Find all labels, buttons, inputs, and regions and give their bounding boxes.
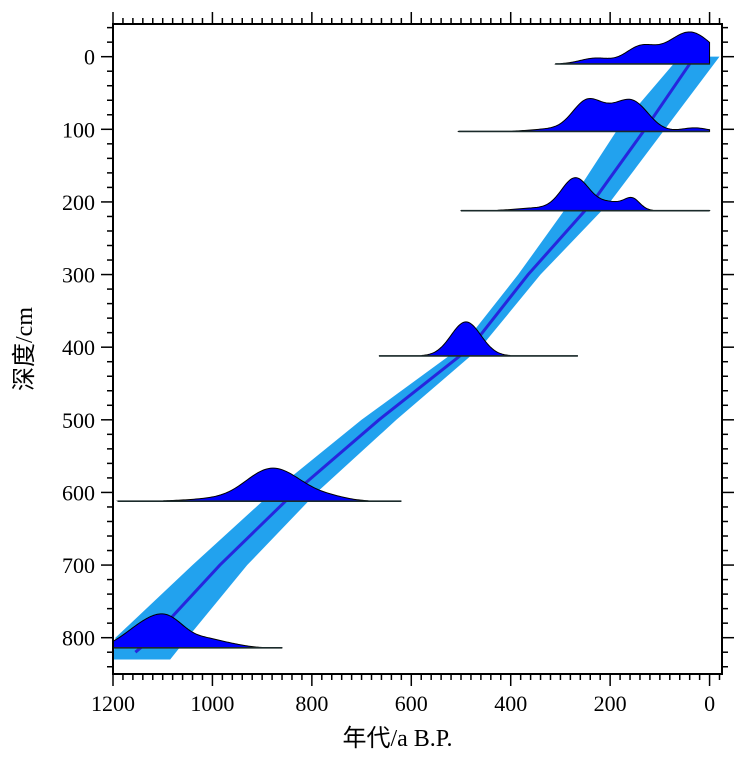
- plot-frame: [112, 23, 723, 675]
- date-density-5: [116, 467, 402, 502]
- y-axis-title: 深度/cm: [11, 307, 38, 391]
- density-layer: [112, 31, 711, 649]
- x-tick-label: 1000: [190, 691, 234, 716]
- x-tick-label: 200: [594, 691, 627, 716]
- x-tick-label: 800: [295, 691, 328, 716]
- y-tick-label: 200: [62, 190, 95, 215]
- date-density-6: [112, 613, 283, 649]
- confidence-envelope: [113, 56, 720, 660]
- x-axis-title: 年代/a B.P.: [342, 725, 452, 752]
- median-age-line: [134, 55, 696, 654]
- y-tick-label: 700: [62, 553, 95, 578]
- plot-border: [112, 23, 723, 675]
- x-axis: 1200 1000 800 600 400 200 0: [91, 12, 721, 716]
- median-line-layer: [134, 55, 696, 654]
- y-tick-label: 300: [62, 263, 95, 288]
- y-axis: 0 100 200 300 400 500 600 700 800: [62, 26, 734, 668]
- y-tick-label: 500: [62, 408, 95, 433]
- y-tick-label: 800: [62, 626, 95, 651]
- x-tick-label: 0: [704, 691, 715, 716]
- confidence-envelope-layer: [113, 56, 720, 660]
- x-tick-label: 1200: [91, 691, 135, 716]
- date-density-1: [554, 31, 711, 65]
- x-tick-label: 400: [494, 691, 527, 716]
- x-tick-label: 600: [395, 691, 428, 716]
- y-tick-label: 400: [62, 335, 95, 360]
- y-tick-label: 600: [62, 480, 95, 505]
- y-tick-label: 100: [62, 117, 95, 142]
- y-tick-label: 0: [84, 45, 95, 70]
